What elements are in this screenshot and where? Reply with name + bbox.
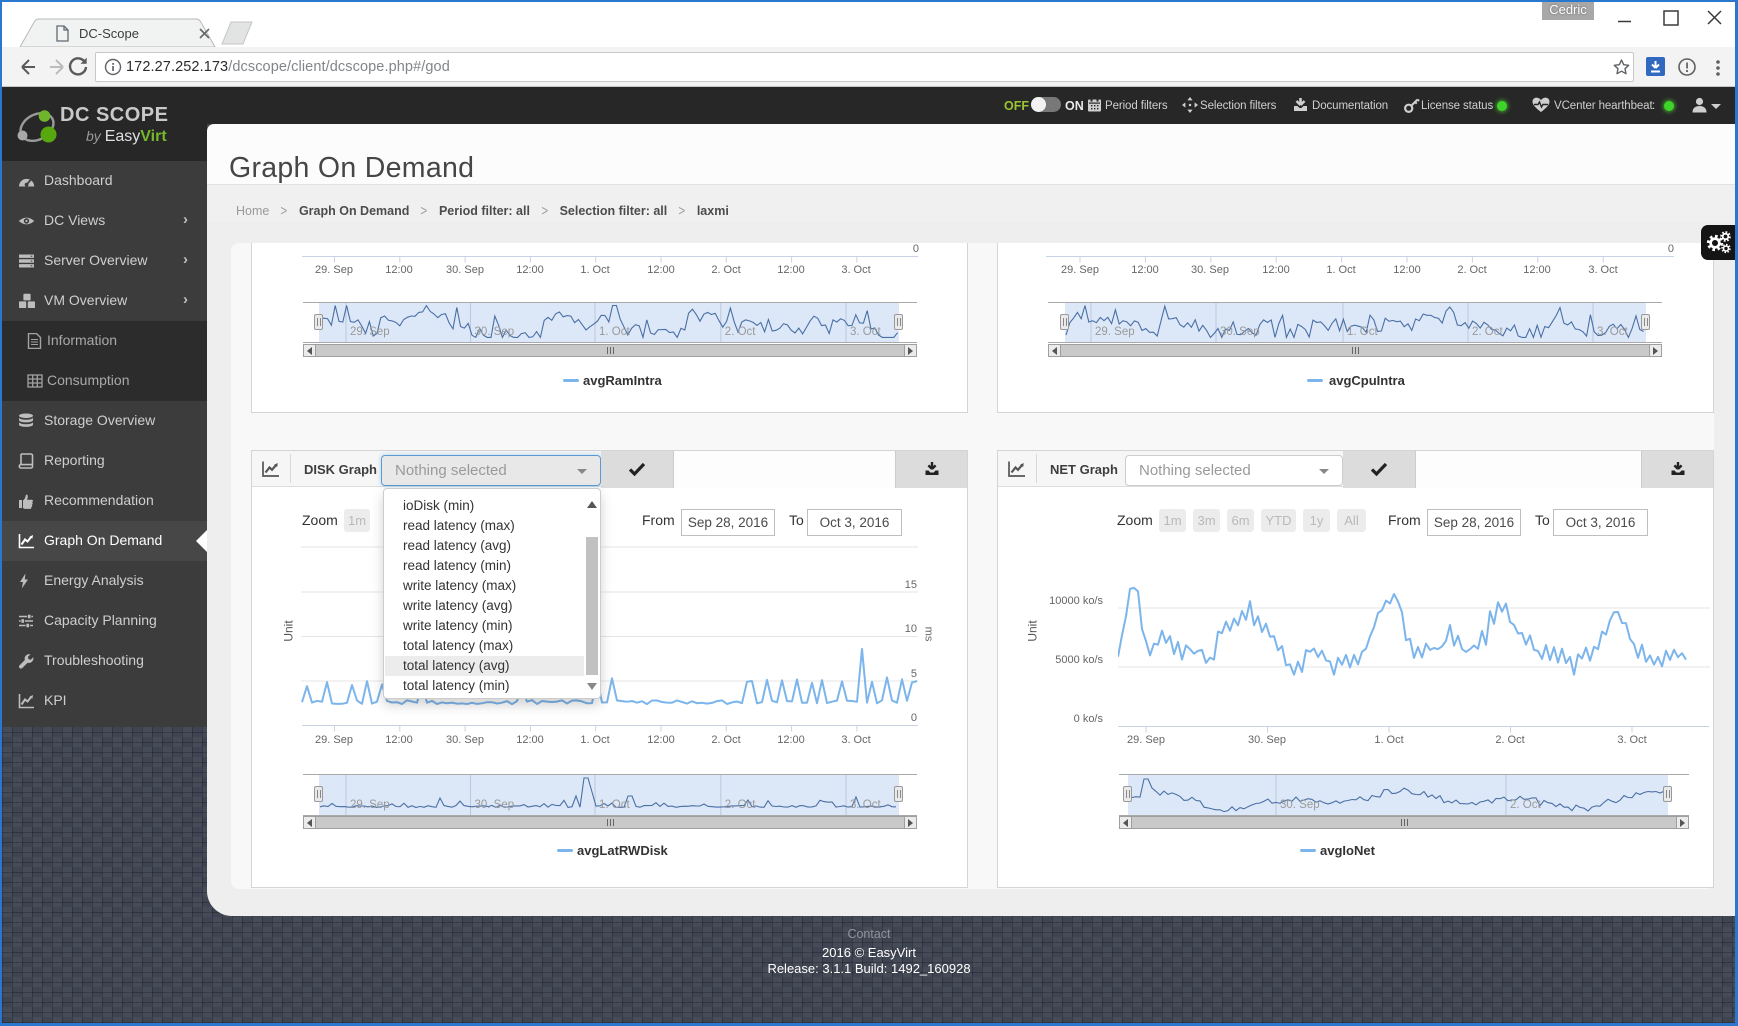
svg-text:3. Oct: 3. Oct [850, 326, 881, 338]
svg-text:30. Sep: 30. Sep [475, 799, 515, 811]
svg-text:2. Oct: 2. Oct [1472, 326, 1503, 338]
svg-text:3. Oct: 3. Oct [1597, 326, 1628, 338]
svg-text:29. Sep: 29. Sep [350, 799, 390, 811]
svg-text:30. Sep: 30. Sep [1220, 326, 1260, 338]
svg-text:1. Oct: 1. Oct [599, 326, 630, 338]
svg-text:1. Oct: 1. Oct [599, 799, 630, 811]
svg-text:2. Oct: 2. Oct [725, 326, 756, 338]
svg-text:3. Oct: 3. Oct [850, 799, 881, 811]
svg-text:2. Oct: 2. Oct [725, 799, 756, 811]
svg-text:1. Oct: 1. Oct [1347, 326, 1378, 338]
svg-text:29. Sep: 29. Sep [350, 326, 390, 338]
svg-text:2. Oct: 2. Oct [1510, 799, 1541, 811]
svg-text:30. Sep: 30. Sep [1280, 799, 1320, 811]
svg-text:29. Sep: 29. Sep [1095, 326, 1135, 338]
svg-text:30. Sep: 30. Sep [475, 326, 515, 338]
